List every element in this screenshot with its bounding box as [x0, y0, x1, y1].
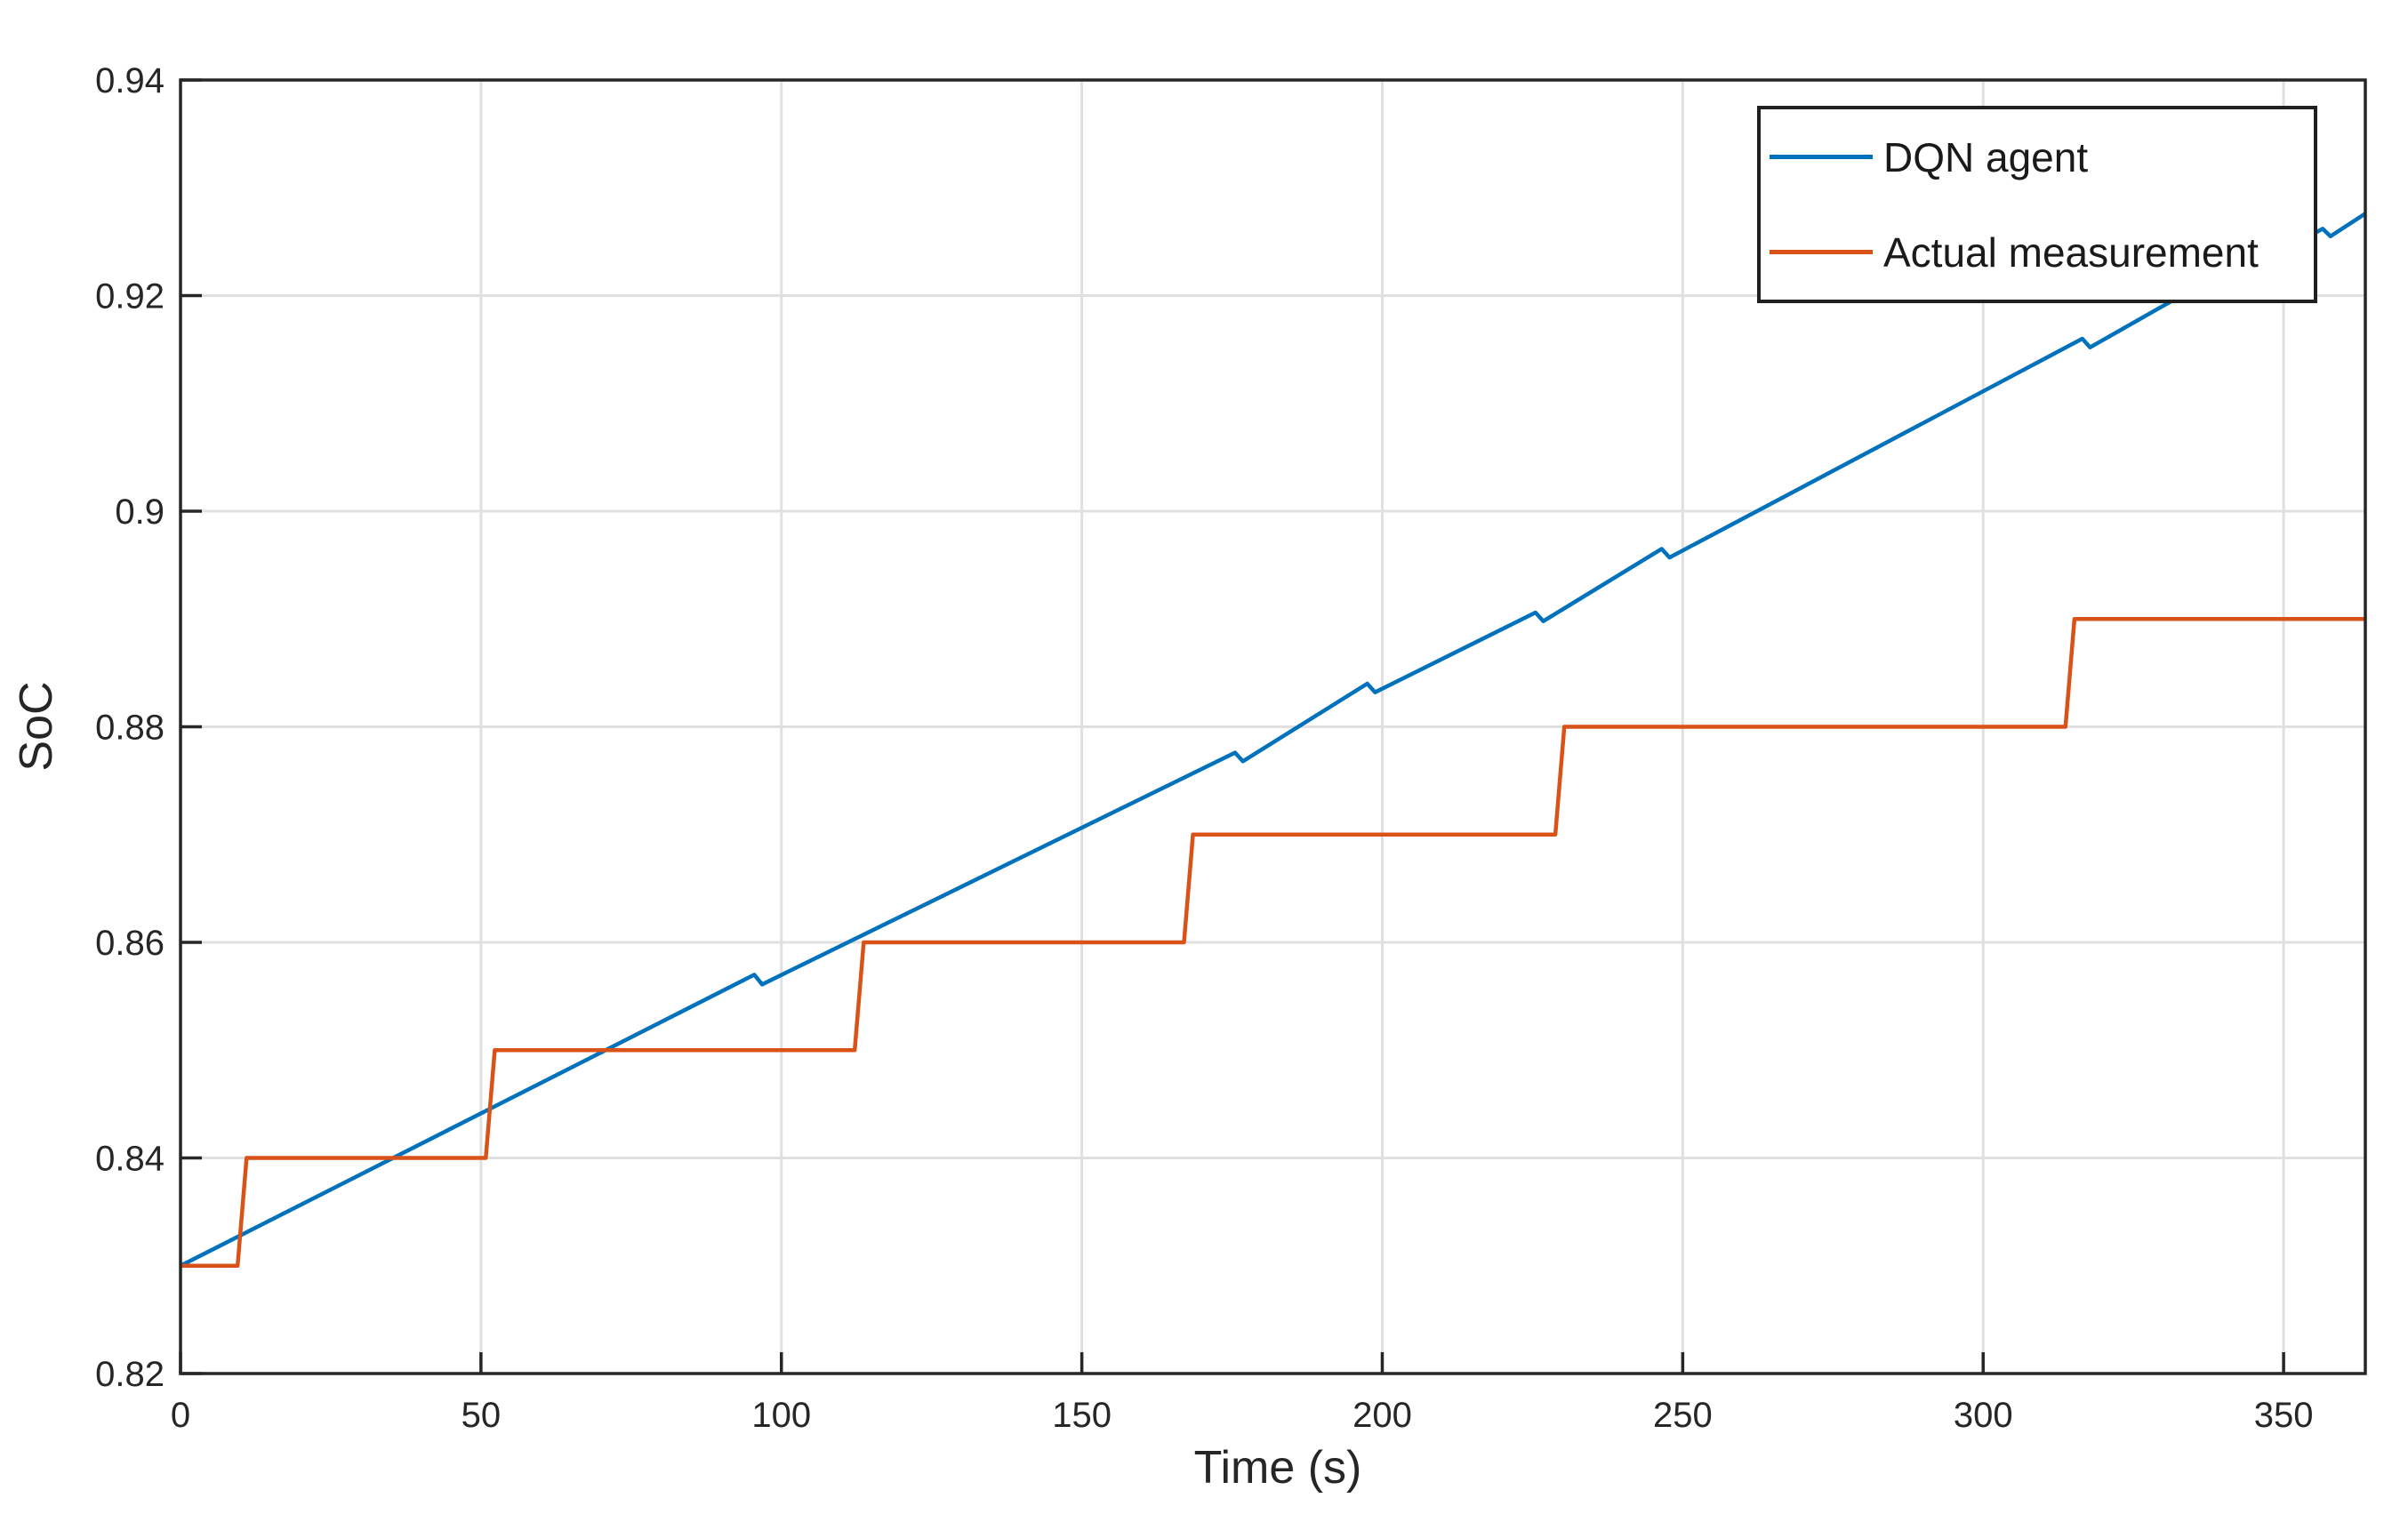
y-axis-label: SoC — [11, 681, 62, 771]
y-tick-label: 0.82 — [95, 1355, 165, 1394]
y-tick-label: 0.88 — [95, 709, 165, 748]
x-tick-label: 150 — [1052, 1396, 1112, 1435]
series-line-actual-measurement — [181, 616, 2365, 1269]
legend: DQN agent Actual measurement — [1757, 106, 2317, 303]
legend-label: DQN agent — [1883, 133, 2089, 180]
y-tick-labels: 0.82 0.84 0.86 0.88 0.9 0.92 0.94 — [95, 61, 165, 1394]
legend-line-swatch — [1770, 250, 1873, 254]
x-axis-label: Time (s) — [1194, 1442, 1362, 1494]
y-tick-label: 0.84 — [95, 1140, 165, 1179]
legend-entry: Actual measurement — [1761, 204, 2314, 300]
x-tick-label: 300 — [1954, 1396, 2013, 1435]
series-line-dqn-agent — [179, 212, 2367, 1268]
x-tick-labels: 0 50 100 150 200 250 300 350 — [171, 1396, 2314, 1435]
x-tick-label: 100 — [751, 1396, 811, 1435]
x-tick-label: 200 — [1352, 1396, 1412, 1435]
y-tick-label: 0.9 — [115, 493, 165, 532]
x-tick-label: 50 — [462, 1396, 502, 1435]
x-tick-label: 350 — [2254, 1396, 2314, 1435]
axes-frame — [179, 78, 2367, 1375]
y-tick-label: 0.94 — [95, 61, 165, 100]
y-tick-label: 0.92 — [95, 277, 165, 316]
x-tick-label: 250 — [1653, 1396, 1713, 1435]
legend-line-swatch — [1770, 155, 1873, 159]
x-tick-label: 0 — [171, 1396, 190, 1435]
legend-entry: DQN agent — [1761, 109, 2314, 204]
legend-label: Actual measurement — [1883, 228, 2259, 276]
y-tick-label: 0.86 — [95, 924, 165, 963]
series-lines — [179, 212, 2367, 1269]
